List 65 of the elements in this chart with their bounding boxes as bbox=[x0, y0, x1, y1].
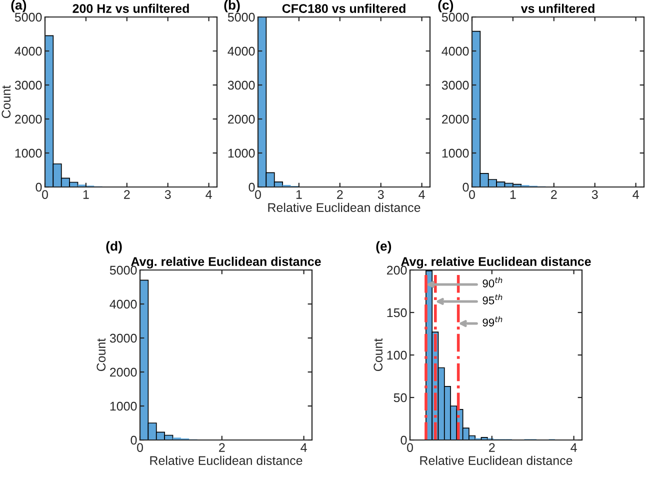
y-tick-label: 0 bbox=[248, 182, 255, 192]
y-tick-label: 4000 bbox=[442, 46, 469, 56]
x-tick-label: 0 bbox=[255, 190, 261, 199]
y-tick-label: 4000 bbox=[228, 46, 255, 56]
x-axis-title: Relative Euclidean distance bbox=[420, 456, 572, 465]
x-tick-label: 2 bbox=[124, 190, 130, 199]
x-axis-title: Relative Euclidean distance bbox=[268, 202, 420, 212]
text: (d) bbox=[106, 241, 122, 254]
x-tick-label: 1 bbox=[83, 190, 89, 199]
y-tick-label: 5000 bbox=[442, 12, 469, 22]
x-tick-label: 2 bbox=[337, 190, 343, 199]
x-tick-label: 4 bbox=[418, 190, 425, 199]
x-tick-label: 4 bbox=[570, 443, 577, 452]
x-axis-title: Relative Euclidean distance bbox=[150, 456, 302, 465]
x-tick-label: 0 bbox=[42, 190, 48, 199]
x-tick-label: 3 bbox=[592, 190, 598, 199]
y-tick-label: 2000 bbox=[228, 114, 255, 124]
x-tick-label: 0 bbox=[469, 190, 475, 199]
y-tick-label: 3000 bbox=[110, 334, 137, 343]
text: (a) bbox=[11, 0, 26, 12]
x-tick-label: 4 bbox=[300, 443, 307, 452]
chart-title: vs unfiltered bbox=[520, 4, 594, 13]
x-tick-label: 3 bbox=[164, 190, 171, 199]
x-tick-label: 3 bbox=[378, 190, 384, 199]
y-tick-label: 5000 bbox=[228, 12, 255, 22]
annotation: 99$^{th}$ bbox=[482, 316, 502, 326]
y-tick-label: 100 bbox=[387, 350, 407, 360]
y-tick-label: 150 bbox=[387, 308, 407, 318]
y-tick-label: 5000 bbox=[14, 12, 42, 22]
y-tick-label: 1000 bbox=[442, 148, 469, 158]
annotation: 90$^{th}$ bbox=[482, 277, 502, 288]
y-tick-label: 0 bbox=[462, 182, 469, 192]
y-axis-title: Count bbox=[2, 85, 11, 118]
y-tick-label: 2000 bbox=[110, 368, 137, 377]
y-tick-label: 4000 bbox=[110, 300, 137, 309]
y-tick-label: 2000 bbox=[15, 114, 42, 124]
y-tick-label: 4000 bbox=[14, 46, 42, 56]
x-tick-label: 1 bbox=[296, 190, 302, 199]
x-tick-label: 2 bbox=[551, 190, 557, 199]
x-tick-label: 0 bbox=[137, 443, 143, 452]
x-tick-label: 0 bbox=[407, 443, 413, 452]
text: (c) bbox=[438, 0, 454, 12]
x-tick-label: 2 bbox=[489, 443, 495, 452]
chart-title: 200 Hz vs unfiltered bbox=[72, 4, 189, 13]
x-tick-label: 2 bbox=[219, 443, 225, 452]
y-tick-label: 1000 bbox=[15, 148, 42, 158]
y-tick-label: 1000 bbox=[228, 148, 255, 158]
y-tick-label: 3000 bbox=[14, 80, 42, 90]
y-tick-label: 2000 bbox=[442, 114, 469, 124]
text: (b) bbox=[224, 0, 240, 12]
y-tick-label: 0 bbox=[36, 182, 42, 192]
chart-title: CFC180 vs unfiltered bbox=[282, 4, 406, 13]
y-tick-label: 0 bbox=[130, 436, 137, 445]
x-tick-label: 4 bbox=[632, 190, 639, 199]
y-tick-label: 3000 bbox=[442, 80, 469, 90]
x-tick-label: 4 bbox=[206, 190, 212, 199]
x-tick-label: 1 bbox=[510, 190, 516, 199]
y-tick-label: 3000 bbox=[228, 80, 255, 90]
y-tick-label: 1000 bbox=[110, 402, 137, 411]
y-tick-label: 0 bbox=[400, 436, 407, 445]
y-axis-title: Count bbox=[96, 338, 106, 372]
text: (e) bbox=[376, 241, 392, 254]
y-axis-title: Count bbox=[374, 338, 383, 372]
annotation: 95$^{th}$ bbox=[482, 294, 502, 304]
y-tick-label: 50 bbox=[394, 393, 407, 402]
